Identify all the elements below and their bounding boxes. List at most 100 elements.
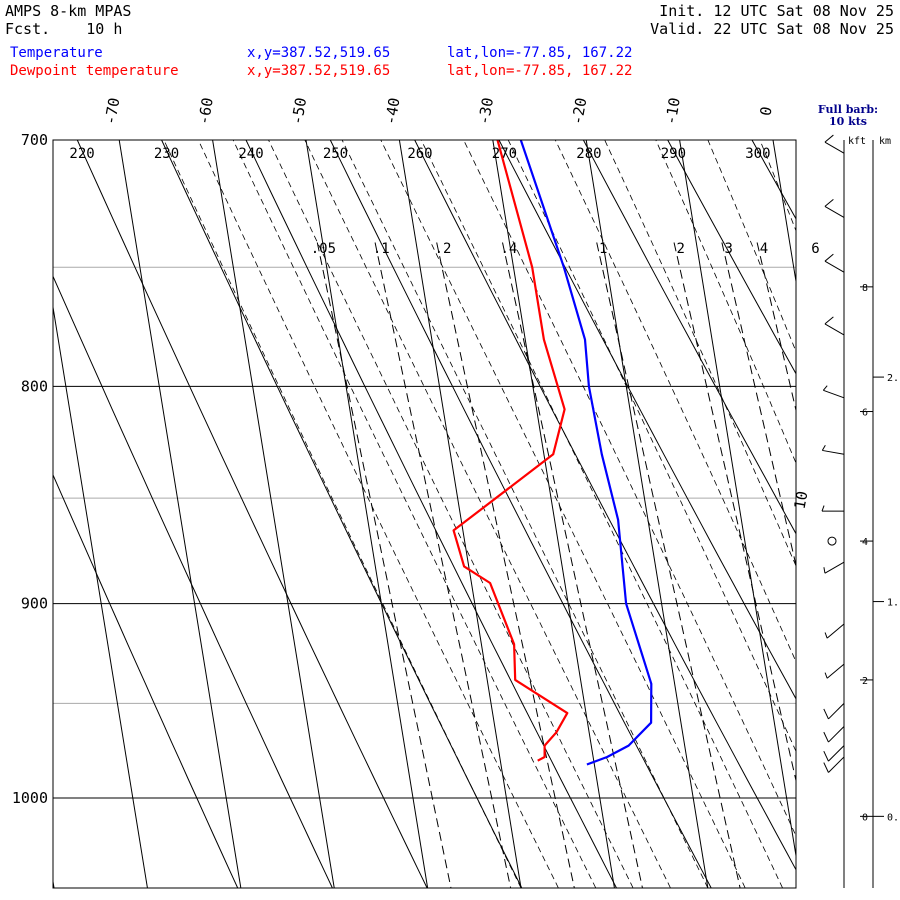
isotherm-label-0: 0 (756, 105, 775, 117)
barb-staff-8 (824, 561, 845, 574)
isotherm--20 (585, 140, 709, 888)
barb-staff-5 (822, 449, 845, 455)
fcst-label: Fcst. (5, 20, 51, 38)
dry-adiabat-210 (53, 275, 333, 888)
barb-flag-13 (823, 750, 829, 762)
chart-labels: 700 800 900 1000 -70 -60 -50 -40 -30 -20 -10 0 10 220… (12, 96, 820, 807)
barb-flag-8 (823, 567, 826, 574)
plot-background (53, 140, 796, 888)
theta-label-300: 300 (745, 146, 770, 162)
barb-staff-12 (828, 726, 845, 743)
barb-staff-4 (823, 389, 845, 399)
full-barb-value: 10 kts (828, 115, 868, 128)
mixing-ratio-label-4: 4 (760, 241, 768, 257)
mixing-ratio-line-.2 (436, 242, 575, 888)
barb-staff-1 (824, 205, 845, 218)
km-label-0.: 0. (887, 812, 899, 823)
dry-adiabat-220 (76, 140, 428, 888)
isotherm--40 (398, 140, 522, 888)
kft-label-2: 2 (862, 676, 868, 687)
pressure-label-800: 800 (21, 377, 48, 395)
wind-barb-6 (821, 505, 844, 512)
kft-label-0: 0 (862, 812, 868, 823)
barb-flag-1 (824, 198, 834, 207)
isotherms (53, 140, 900, 888)
plot-frame (52, 139, 797, 889)
moist-adiabat-24 (851, 114, 900, 889)
theta-label-280: 280 (576, 146, 601, 162)
isotherm--60 (212, 140, 335, 888)
mixing-ratio-label-1: 1 (599, 241, 607, 257)
mixing-ratio-label-6: 6 (811, 241, 819, 257)
moist-adiabat--28 (268, 140, 634, 888)
mixing-ratio-line-.1 (374, 242, 512, 888)
isotherm-0 (772, 140, 796, 285)
theta-label-260: 260 (407, 146, 432, 162)
isotherm--10 (679, 140, 796, 859)
pressure-label-900: 900 (21, 595, 48, 613)
valid-label: Valid. (650, 20, 705, 38)
km-label-1.: 1. (887, 598, 899, 609)
isotherm-label--20: -20 (568, 96, 590, 126)
mixing-ratio-label-.1: .1 (373, 241, 390, 257)
moist-adiabat-0 (554, 140, 796, 663)
isotherm-label--30: -30 (475, 96, 497, 126)
barb-flag-5 (821, 444, 826, 451)
theta-label-240: 240 (238, 146, 263, 162)
legend-dewpoint-xy: x,y=387.52,519.65 (247, 63, 391, 79)
dry-adiabat-200 (53, 473, 239, 888)
barb-staff-13 (828, 745, 845, 762)
pressure-label-700: 700 (21, 131, 48, 149)
fcst-value: 10 h (86, 20, 123, 38)
wind-barb-13 (823, 745, 845, 762)
model-title: AMPS 8-km MPAS (5, 2, 132, 20)
moist-adiabat--16 (380, 140, 746, 888)
wind-barb-14 (823, 756, 845, 773)
isotherm--70 (118, 140, 242, 888)
barb-staff-10 (826, 663, 845, 679)
moist-adiabat-8 (655, 140, 796, 464)
wind-barb-1 (824, 198, 845, 218)
barb-staff-0 (824, 141, 845, 154)
isotherm-label-10: 10 (791, 490, 812, 511)
legend-temperature-latlon: lat,lon=-77.85, 167.22 (447, 45, 633, 61)
barb-flag-0 (824, 134, 834, 143)
mixing-ratio-line-1 (596, 242, 741, 888)
init-label: Init. (659, 2, 705, 20)
km-label: km (879, 136, 891, 147)
isotherm-label--10: -10 (661, 96, 683, 126)
moist-adiabat-20 (801, 114, 900, 889)
barb-flag-10 (824, 672, 828, 679)
isotherm-label--40: -40 (381, 96, 403, 126)
wind-barb-7 (827, 536, 837, 546)
mixing-ratio-label-.4: .4 (500, 241, 517, 257)
barb-flag-9 (824, 632, 828, 639)
wind-barb-9 (824, 623, 845, 639)
barb-flag-12 (823, 731, 829, 743)
barb-flag-3 (824, 316, 834, 325)
legend-temperature-name: Temperature (10, 45, 103, 61)
wind-barb-4 (822, 385, 845, 399)
barb-flag-6 (821, 505, 825, 512)
mixing-ratio-line-6 (809, 243, 900, 888)
moist-adiabat--8 (463, 140, 796, 837)
theta-label-230: 230 (154, 146, 179, 162)
theta-label-250: 250 (323, 146, 348, 162)
kft-label-6: 6 (862, 408, 868, 419)
pressure-label-1000: 1000 (12, 789, 48, 807)
profiles (452, 140, 653, 766)
calm-circle-7 (827, 536, 837, 546)
kft-label-4: 4 (862, 537, 868, 548)
wind-barb-11 (823, 703, 845, 720)
theta-label-270: 270 (492, 146, 517, 162)
isotherm--30 (492, 140, 615, 888)
barb-flag-14 (823, 762, 829, 773)
kft-label-8: 8 (862, 283, 868, 294)
temperature-profile (519, 140, 653, 766)
barb-flag-4 (822, 385, 828, 391)
isotherm-10 (866, 140, 900, 888)
init-time: Init. 12 UTC Sat 08 Nov 25 (574, 2, 894, 20)
barb-staff-9 (826, 623, 845, 639)
dry-adiabat-290 (667, 140, 796, 375)
mixing-ratio-label-.2: .2 (435, 241, 452, 257)
